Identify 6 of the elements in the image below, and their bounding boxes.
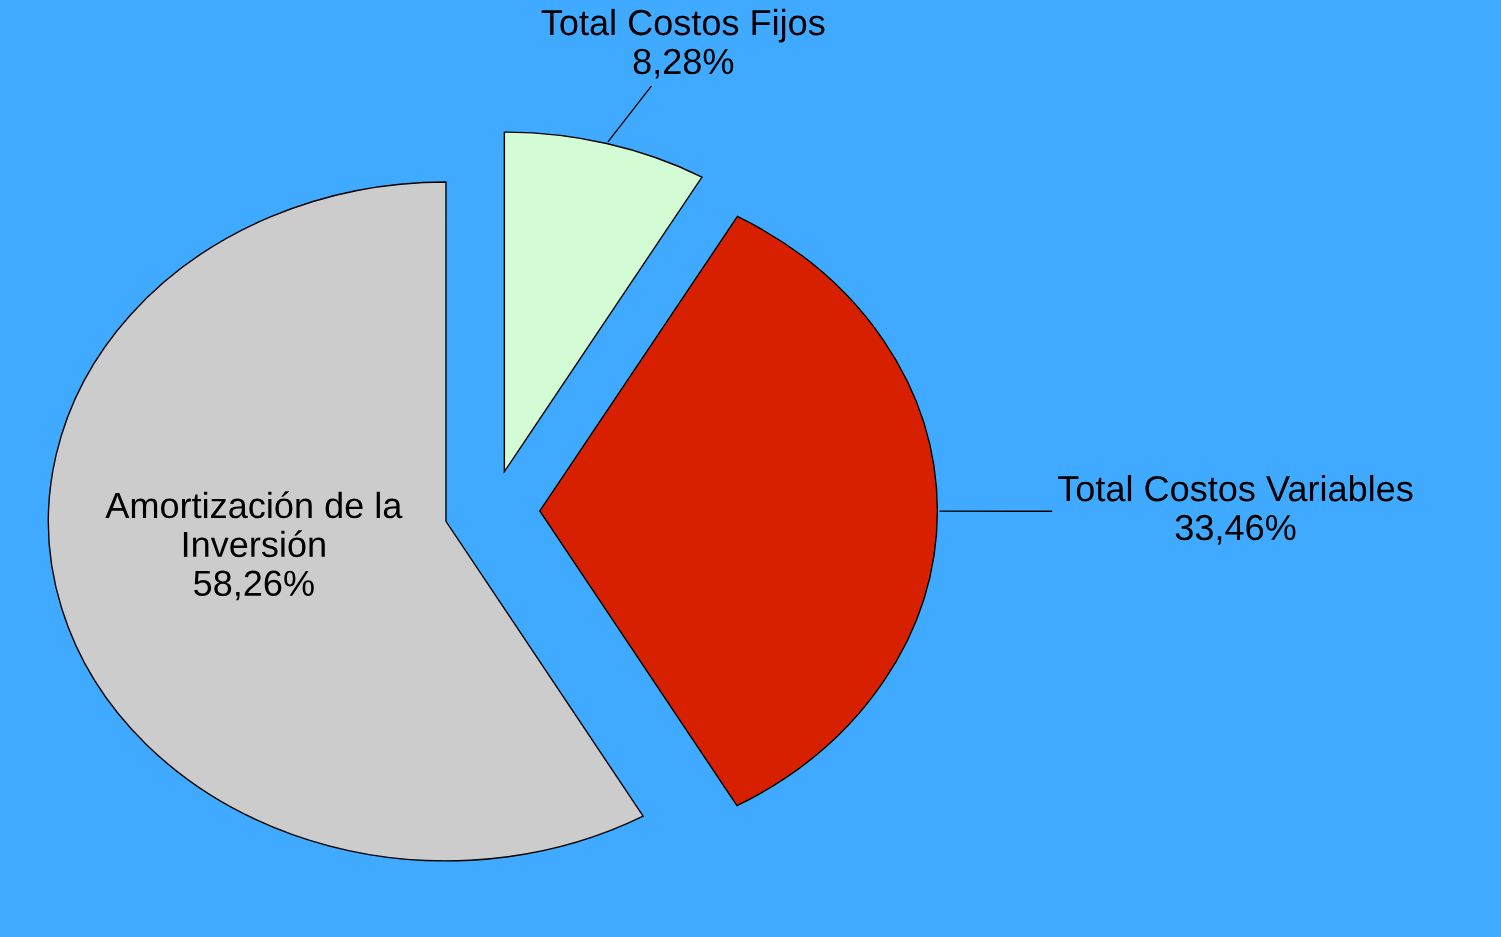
data-label: 58,26% bbox=[194, 570, 314, 601]
data-label: 33,46% bbox=[1175, 514, 1296, 545]
slice-label: Amortización de la Inversión bbox=[105, 491, 403, 558]
slice-label: Total Costos Fijos bbox=[541, 8, 825, 43]
data-label: 8,28% bbox=[633, 48, 734, 79]
slice-label: Total Costos Variables bbox=[1058, 474, 1413, 502]
